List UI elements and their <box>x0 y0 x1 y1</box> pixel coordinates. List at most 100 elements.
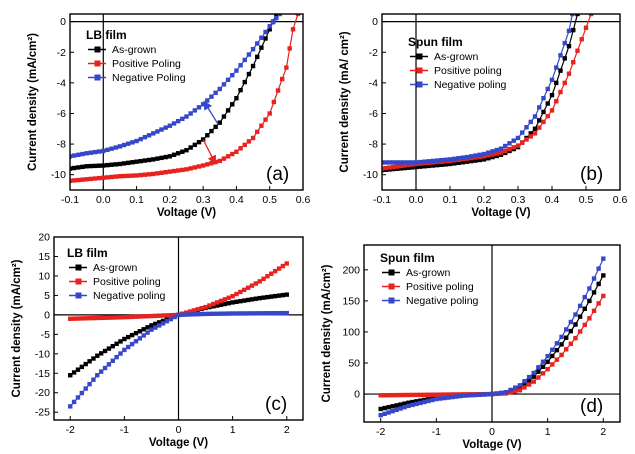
data-point <box>226 78 230 82</box>
data-point <box>550 354 554 358</box>
y-axis-label: Current density (mA/cm²) <box>321 264 333 402</box>
legend-entry: Negative poling <box>434 79 507 91</box>
data-point <box>465 155 469 159</box>
data-point <box>439 158 443 162</box>
data-point <box>180 168 184 172</box>
data-point <box>242 288 246 292</box>
data-point <box>265 311 269 315</box>
data-point <box>458 394 462 398</box>
data-point <box>592 309 596 313</box>
data-point <box>418 160 422 164</box>
data-point <box>550 78 554 82</box>
data-point <box>251 64 255 68</box>
x-tick-label: -2 <box>66 424 75 436</box>
data-point <box>155 171 159 175</box>
data-point <box>138 336 142 340</box>
legend-marker <box>417 68 423 74</box>
data-point <box>541 96 545 100</box>
legend: LB filmAs-grownPositive polingNegative p… <box>67 246 166 302</box>
data-point <box>546 101 550 105</box>
data-point <box>281 293 285 297</box>
panel-label: (c) <box>265 394 287 415</box>
data-point <box>414 393 418 397</box>
data-point <box>434 392 438 396</box>
data-point <box>222 114 226 118</box>
data-point <box>431 159 435 163</box>
legend-entry: As-grown <box>434 51 479 63</box>
data-point <box>578 329 582 333</box>
data-point <box>149 323 153 327</box>
data-point <box>255 130 259 134</box>
y-tick-label: -2 <box>369 47 378 59</box>
data-point <box>68 317 72 321</box>
data-point <box>452 157 456 161</box>
data-point <box>255 41 259 45</box>
data-point <box>159 127 163 131</box>
data-point <box>130 342 134 346</box>
data-point <box>558 68 562 72</box>
legend-entry: As-grown <box>406 267 451 279</box>
data-point <box>139 137 143 141</box>
data-point <box>234 68 238 72</box>
data-point <box>564 327 568 331</box>
legend-marker <box>76 279 82 285</box>
data-point <box>268 111 272 115</box>
data-point <box>466 393 470 397</box>
data-point <box>159 156 163 160</box>
data-point <box>529 134 533 138</box>
data-point <box>122 348 126 352</box>
y-tick-label: 20 <box>38 232 50 244</box>
data-point <box>126 142 130 146</box>
y-tick-label: 200 <box>342 264 360 276</box>
data-point <box>68 373 72 377</box>
data-point <box>382 393 386 397</box>
data-point <box>563 56 567 60</box>
data-point <box>219 299 223 303</box>
data-point <box>242 311 246 315</box>
data-point <box>180 313 184 317</box>
data-point <box>242 298 246 302</box>
data-point <box>238 63 242 67</box>
data-point <box>199 312 203 316</box>
data-point <box>584 26 588 30</box>
data-point <box>72 178 76 182</box>
panel-a: -0.1 0.0 0.1 0.2 0.3 0.4 0.5 0.6-10-8-6-4-20Vol… <box>27 12 310 219</box>
data-point <box>529 120 533 124</box>
y-tick-label: 5 <box>44 290 50 302</box>
data-point <box>524 137 528 141</box>
data-point <box>111 344 115 348</box>
legend-title: Spun film <box>380 251 435 265</box>
data-point <box>281 311 285 315</box>
panel-d: -2 -1 0 1 2050100150200Voltage (V)Current de… <box>321 245 620 451</box>
data-point <box>207 303 211 307</box>
data-point <box>516 136 520 140</box>
data-point <box>118 174 122 178</box>
data-point <box>72 400 76 404</box>
y-tick-label: -20 <box>35 387 50 399</box>
data-point <box>84 164 88 168</box>
data-point <box>226 154 230 158</box>
data-point <box>76 367 80 371</box>
data-point <box>68 404 72 408</box>
data-point <box>89 177 93 181</box>
y-tick-label: -4 <box>369 77 378 89</box>
data-point <box>277 293 281 297</box>
legend-title: LB film <box>67 246 108 260</box>
legend-marker <box>95 47 101 53</box>
data-point <box>247 52 251 56</box>
data-point <box>109 175 113 179</box>
data-point <box>391 160 395 164</box>
data-point <box>265 295 269 299</box>
data-point <box>176 151 180 155</box>
data-point <box>151 157 155 161</box>
data-point <box>386 405 390 409</box>
data-point <box>176 168 180 172</box>
y-tick-label: -8 <box>57 139 66 151</box>
data-point <box>213 91 217 95</box>
data-point <box>80 316 84 320</box>
data-point <box>503 149 507 153</box>
data-point <box>587 299 591 303</box>
data-point <box>555 348 559 352</box>
data-point <box>406 404 410 408</box>
data-point <box>99 316 103 320</box>
